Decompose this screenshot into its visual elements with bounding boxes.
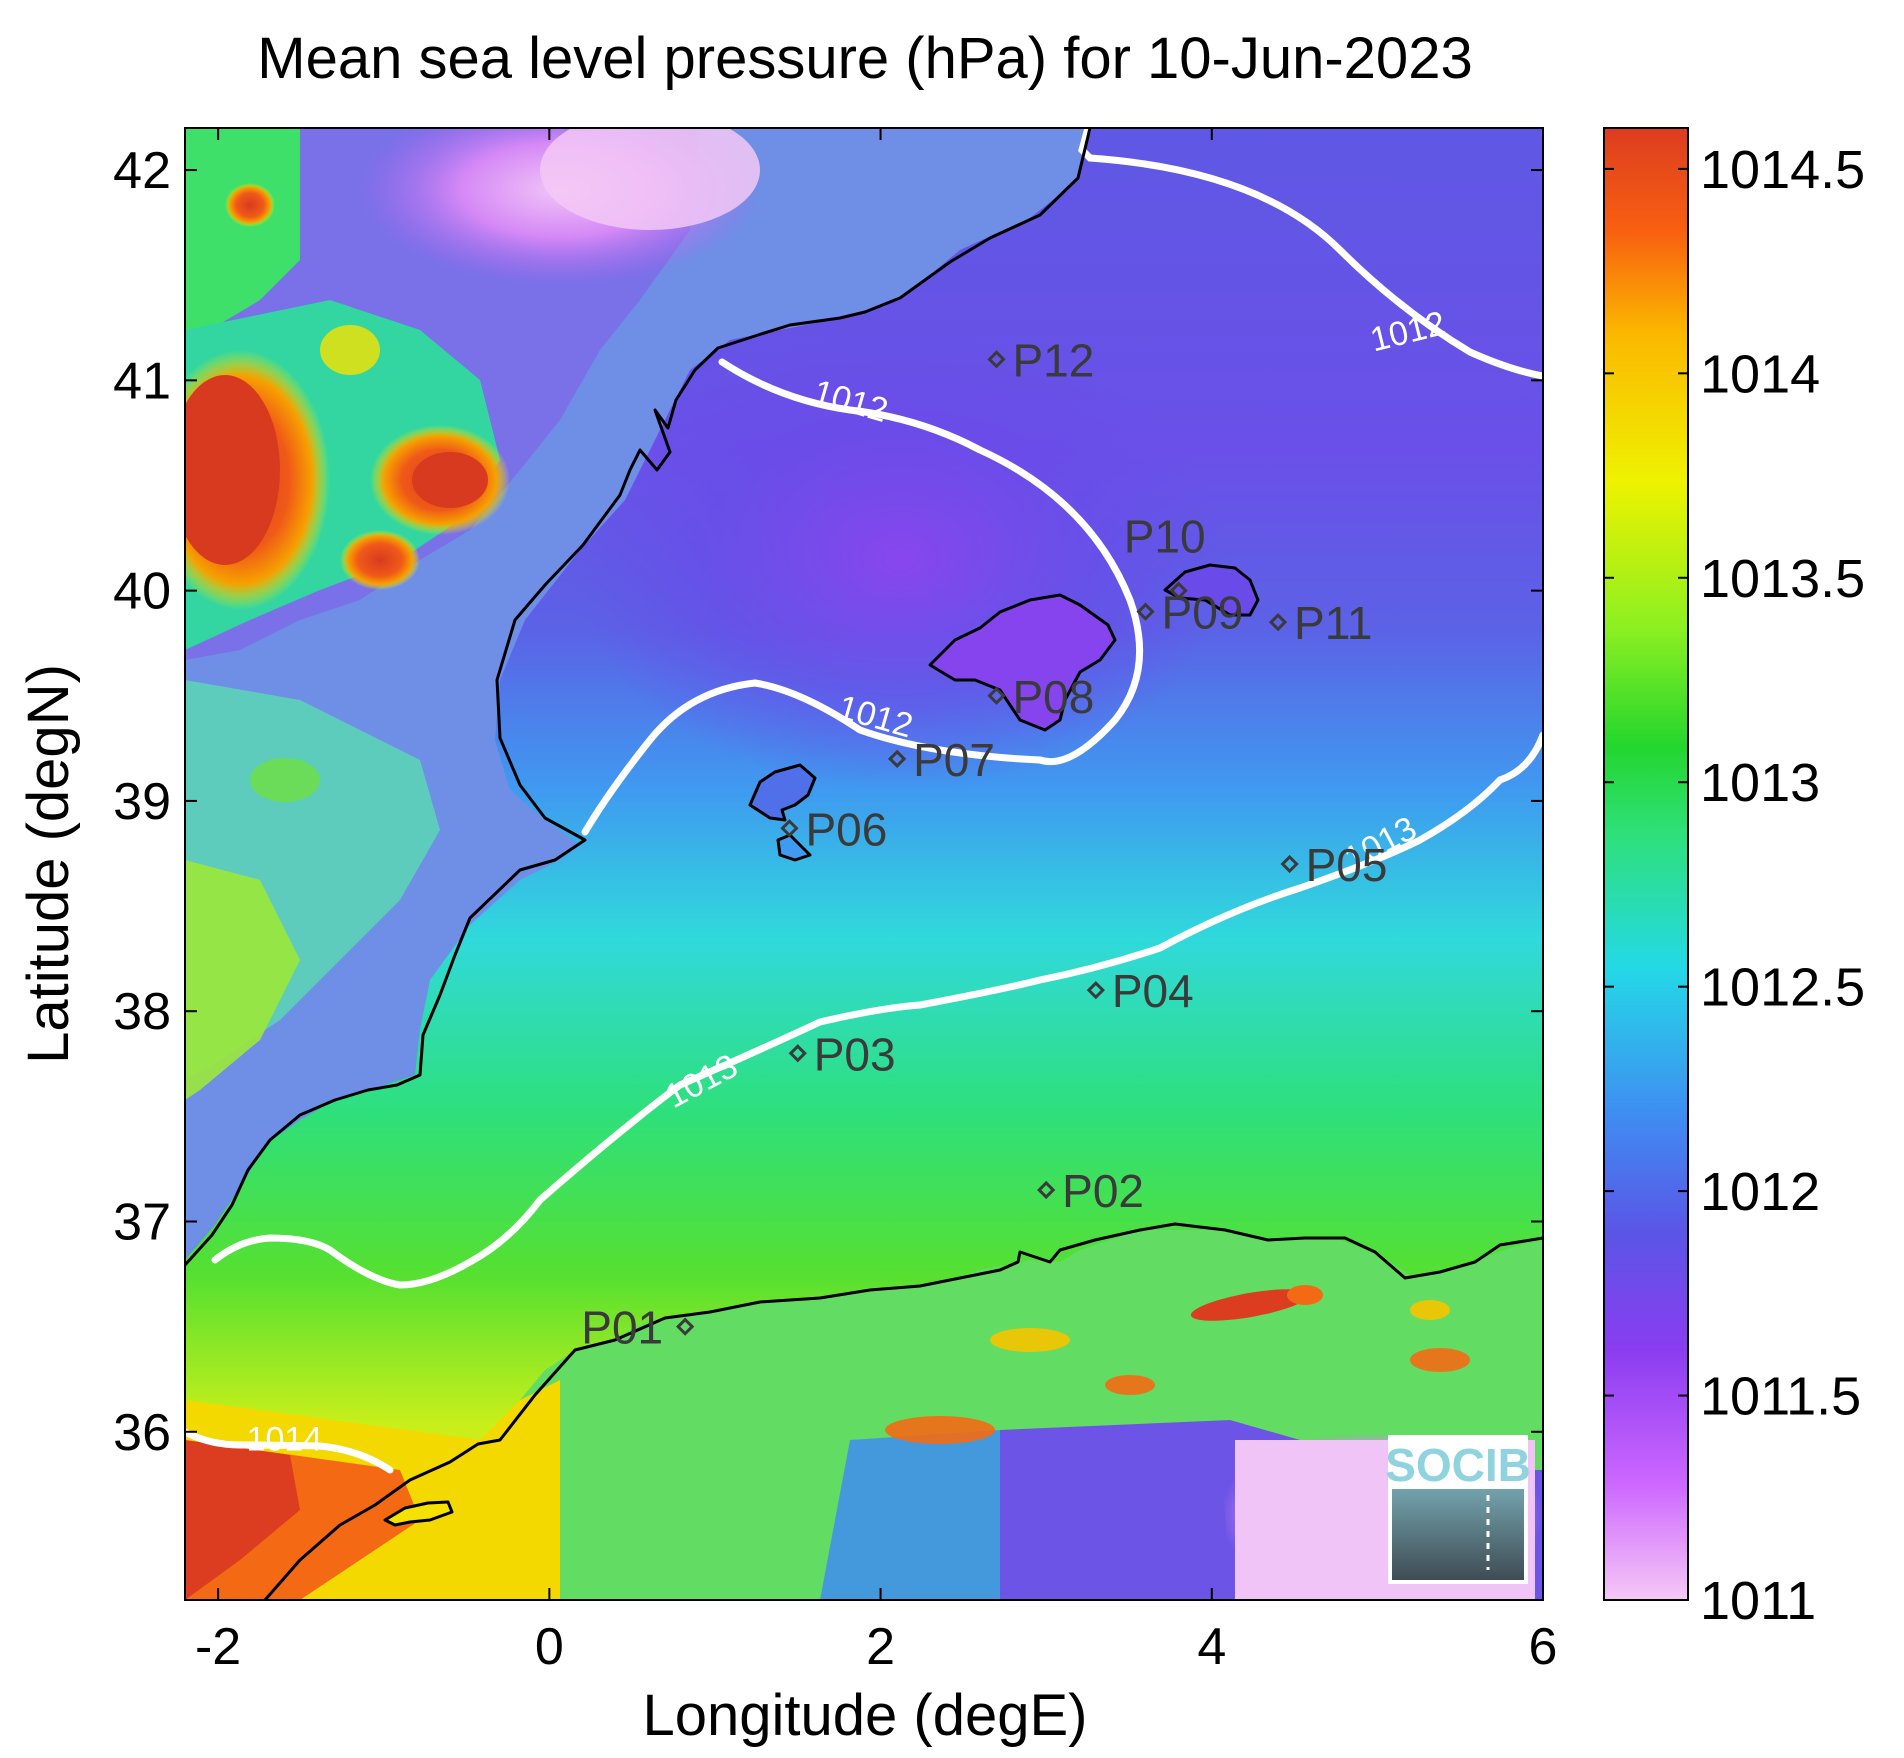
isobar-1014 (185, 1428, 394, 1474)
x-tick-label: 0 (535, 1618, 564, 1676)
coastline (185, 128, 1543, 1600)
y-tick-label: 42 (113, 142, 171, 200)
station-p03: P03 (788, 1028, 896, 1080)
coast-iberia (185, 128, 1092, 1267)
y-tick-label: 39 (113, 773, 171, 831)
y-tick-label: 38 (113, 983, 171, 1041)
station-label: P07 (913, 734, 995, 786)
island-ibiza (748, 763, 817, 822)
x-tick-label: -2 (195, 1618, 241, 1676)
station-p08: P08 (987, 671, 1094, 723)
station-p06: P06 (780, 803, 887, 855)
station-p10: P10 (1124, 511, 1206, 600)
station-label: P04 (1112, 965, 1194, 1017)
colorbar-tick-label: 1014.5 (1700, 140, 1865, 200)
isobar-1013 (211, 731, 1543, 1289)
island-menorca (1163, 563, 1260, 617)
colorbar-tick-label: 1013 (1700, 753, 1820, 813)
isobar-1012-loop-east (718, 358, 1144, 766)
colorbar-tick-label: 1011 (1700, 1571, 1816, 1631)
station-marker (1136, 602, 1155, 621)
logo-text: SOCIB (1385, 1439, 1531, 1491)
figure-title: Mean sea level pressure (hPa) for 10-Jun… (257, 26, 1472, 91)
isobar-1012-loop-south (581, 679, 1044, 836)
colorbar (1603, 127, 1689, 1601)
y-tick-label: 37 (113, 1193, 171, 1251)
station-p04: P04 (1086, 965, 1194, 1017)
station-marker (987, 686, 1006, 705)
colorbar-tick-label: 1014 (1700, 344, 1820, 404)
station-p12: P12 (987, 334, 1094, 386)
contour-label: 1014 (247, 1421, 323, 1459)
station-label: P11 (1294, 597, 1372, 649)
colorbar-ticks: 1011 1011.5 1012 1012.5 1013 1013.5 1014 1014.5 (1604, 140, 1865, 1631)
x-axis: -2 0 2 4 6 (195, 128, 1557, 1676)
station-marker (1280, 854, 1299, 874)
station-marker (788, 1044, 807, 1063)
station-label: P03 (814, 1028, 896, 1080)
station-marker (1086, 981, 1105, 1000)
y-tick-label: 41 (113, 352, 171, 410)
station-p07: P07 (888, 734, 995, 786)
y-tick-label: 36 (113, 1404, 171, 1462)
island-mallorca (928, 593, 1117, 732)
station-marker (1268, 613, 1288, 632)
coast-africa (263, 1222, 1543, 1600)
station-label: P01 (581, 1302, 663, 1354)
colorbar-tick-label: 1013.5 (1700, 549, 1865, 609)
station-label: P05 (1306, 839, 1388, 891)
station-p02: P02 (1037, 1165, 1144, 1217)
station-label: P02 (1062, 1165, 1144, 1217)
station-label: P12 (1012, 334, 1094, 386)
x-axis-label: Longitude (degE) (643, 1683, 1088, 1748)
isobars (185, 128, 1543, 1474)
x-tick-label: 6 (1529, 1618, 1558, 1676)
station-marker (780, 819, 799, 838)
colorbar-tick-label: 1011.5 (1700, 1367, 1861, 1427)
y-axis: 36 37 38 39 40 41 42 (113, 142, 1543, 1462)
x-tick-label: 2 (866, 1618, 895, 1676)
y-tick-label: 40 (113, 563, 171, 621)
station-marker (676, 1317, 695, 1336)
island-alboran (383, 1500, 454, 1527)
station-p01: P01 (581, 1302, 695, 1354)
station-marker (987, 350, 1006, 369)
station-marker (1169, 581, 1188, 600)
y-axis-label: Latitude (degN) (16, 664, 81, 1064)
station-label: P08 (1012, 671, 1094, 723)
station-marker (888, 749, 907, 768)
isobar-1012-north (1078, 128, 1543, 380)
station-label: P10 (1124, 511, 1206, 563)
map-frame (184, 127, 1544, 1601)
station-p11: P11 (1268, 597, 1372, 649)
x-tick-label: 4 (1197, 1618, 1226, 1676)
colorbar-tick-label: 1012.5 (1700, 958, 1865, 1018)
station-label: P06 (805, 803, 887, 855)
colorbar-tick-label: 1012 (1700, 1162, 1820, 1222)
socib-logo: SOCIB (1385, 1435, 1531, 1584)
station-p05: P05 (1280, 839, 1388, 891)
station-marker (1037, 1180, 1056, 1200)
